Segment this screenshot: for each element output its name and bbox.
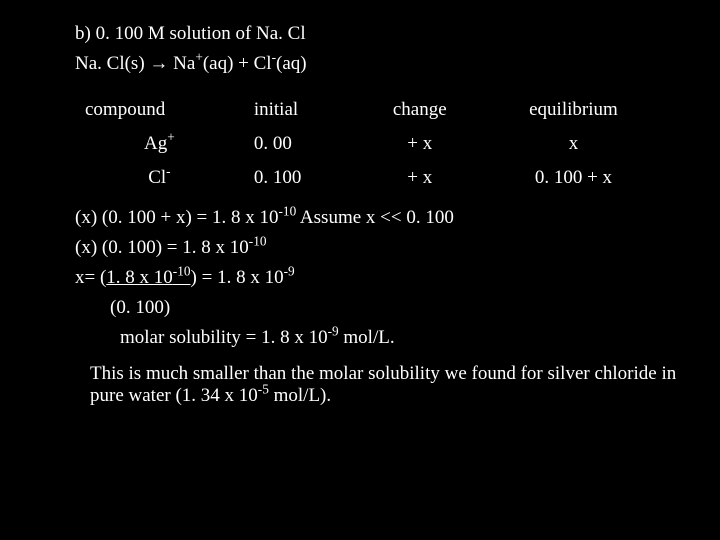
table-row: Ag+ 0. 00 + x x: [75, 127, 665, 161]
th-equilibrium: equilibrium: [482, 93, 665, 127]
table-row: Cl- 0. 100 + x 0. 100 + x: [75, 161, 665, 195]
cell-eq: 0. 100 + x: [482, 161, 665, 195]
cell-change: + x: [358, 127, 482, 161]
result-line: molar solubility = 1. 8 x 10-9 mol/L.: [30, 327, 690, 349]
cell-change: + x: [358, 161, 482, 195]
eq-sup1: +: [195, 50, 203, 65]
cell-species: Cl-: [75, 161, 244, 195]
slide-content: b) 0. 100 M solution of Na. Cl Na. Cl(s)…: [0, 0, 720, 430]
th-initial: initial: [244, 93, 358, 127]
cell-initial: 0. 100: [244, 161, 358, 195]
calc-line-1: (x) (0. 100 + x) = 1. 8 x 10-10 Assume x…: [30, 207, 690, 229]
eq-part1: Na. Cl(s) → Na: [75, 53, 195, 74]
th-compound: compound: [75, 93, 244, 127]
cell-eq: x: [482, 127, 665, 161]
calc-line-3: x= (1. 8 x 10-10) = 1. 8 x 10-9: [30, 267, 690, 289]
table-row: compound initial change equilibrium: [75, 93, 665, 127]
calc-line-2: (x) (0. 100) = 1. 8 x 10-10: [30, 237, 690, 259]
cell-species: Ag+: [75, 127, 244, 161]
heading: b) 0. 100 M solution of Na. Cl: [30, 23, 690, 45]
cell-initial: 0. 00: [244, 127, 358, 161]
th-change: change: [358, 93, 482, 127]
eq-part2: (aq) + Cl: [203, 53, 272, 74]
ice-table: compound initial change equilibrium Ag+ …: [75, 93, 665, 195]
dissociation-equation: Na. Cl(s) → Na+(aq) + Cl-(aq): [30, 53, 690, 75]
conclusion: This is much smaller than the molar solu…: [30, 363, 690, 407]
calc-line-4: (0. 100): [30, 297, 690, 319]
eq-part3: (aq): [276, 53, 307, 74]
